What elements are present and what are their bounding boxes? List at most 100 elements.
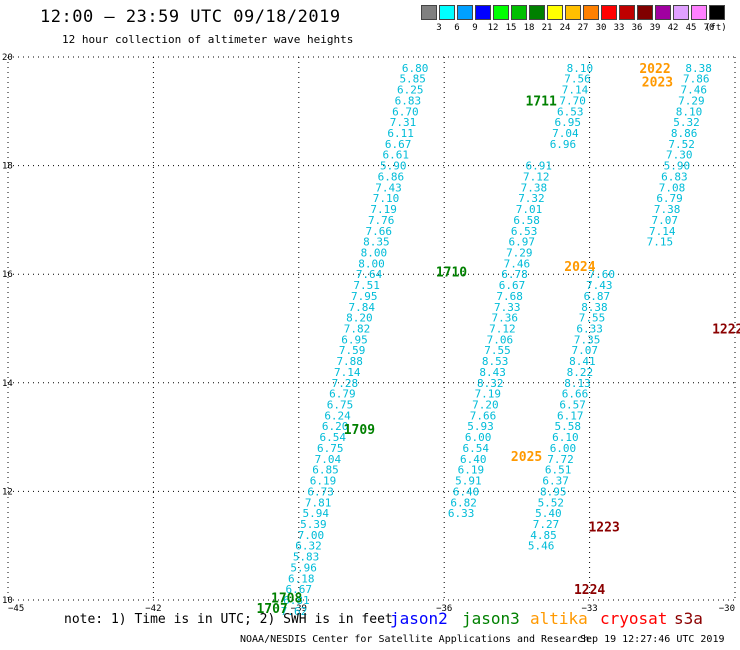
lat-tick-label: 12 [2,487,13,497]
legend-bin-label: 24 [559,23,571,33]
lat-tick-label: 14 [2,379,13,389]
lon-tick-label: −45 [8,604,24,614]
wave-height-value: 6.00 [550,442,577,455]
legend-swatch [529,5,545,20]
wave-height-value: 6.33 [576,323,603,336]
legend-swatch [511,5,527,20]
wave-height-value: 6.11 [387,127,414,140]
legend-swatch [637,5,653,20]
wave-height-value: 6.51 [545,464,572,477]
legend-bin-label: 42 [667,23,679,33]
wave-height-value: 7.12 [489,323,516,336]
wave-height-value: 8.95 [540,485,567,498]
wave-height-value: 6.83 [395,94,422,107]
wave-height-value: 5.93 [467,420,494,433]
wave-height-value: 7.27 [533,518,560,531]
credit-text: NOAA/NESDIS Center for Satellite Applica… [240,634,590,645]
lon-tick-label: −42 [145,604,161,614]
lat-tick-label: 18 [2,162,13,172]
wave-height-value: 5.46 [528,540,555,553]
pass-time-label: 1224 [574,583,605,598]
wave-height-value: 7.38 [521,181,548,194]
lon-tick-label: −30 [719,604,735,614]
legend-bin-label: 45 [685,23,697,33]
satellite-jason2: jason2 [390,609,448,628]
wave-height-value: 7.43 [375,181,402,194]
wave-height-value: 7.81 [305,496,332,509]
wave-height-value: 6.17 [557,409,584,422]
generated-timestamp: Sep 19 12:27:46 UTC 2019 [580,634,725,645]
wave-height-value: 6.85 [312,464,339,477]
pass-time-label: 2023 [642,75,673,90]
wave-height-value: 5.96 [290,561,317,574]
wave-height-value: 7.01 [516,203,543,216]
wave-height-value: 7.95 [351,290,378,303]
wave-height-value: 6.96 [550,138,577,151]
pass-time-label: 2025 [511,450,542,465]
wave-height-value: 6.54 [319,431,346,444]
wave-height-value: 7.04 [315,453,342,466]
legend-bin-label: 6 [454,23,460,33]
wave-height-value: 7.12 [523,170,550,183]
wave-height-value: 8.32 [477,377,504,390]
wave-height-value: 7.70 [559,94,586,107]
wave-height-value: 7.35 [574,333,601,346]
wave-height-value: 7.56 [564,73,591,86]
wave-height-value: 6.78 [501,268,528,281]
legend-swatch [565,5,581,20]
pass-time-label: 1711 [525,94,556,109]
wave-height-value: 6.40 [460,453,487,466]
wave-height-value: 6.87 [584,290,611,303]
wave-height-value: 7.52 [668,138,695,151]
legend-swatch [601,5,617,20]
legend-bin-label: 36 [631,23,643,33]
wave-height-value: 8.53 [482,355,509,368]
legend-swatch [619,5,635,20]
wave-height-value: 6.61 [382,149,409,162]
wave-height-value: 7.07 [572,344,599,357]
footnote: note: 1) Time is in UTC; 2) SWH is in fe… [64,612,393,627]
wave-height-value: 7.31 [390,116,417,129]
wave-height-value: 6.57 [559,399,586,412]
wave-height-value: 6.24 [324,409,351,422]
legend-bin-label: 15 [505,23,517,33]
wave-height-value: 6.20 [322,420,349,433]
page-title: 12:00 – 23:59 UTC 09/18/2019 [40,7,341,27]
wave-height-value: 6.83 [661,170,688,183]
wave-height-value: 6.66 [562,388,589,401]
legend-bin-label: 27 [577,23,589,33]
wave-height-value: 8.10 [567,62,594,75]
wave-height-value: 6.86 [378,170,405,183]
wave-height-value: 7.07 [651,214,678,227]
wave-height-value: 7.84 [349,301,376,314]
wave-height-value: 7.04 [552,127,579,140]
wave-height-value: 5.91 [455,475,482,488]
legend-swatch [547,5,563,20]
legend-swatch [493,5,509,20]
pass-time-label: 1222 [712,323,740,338]
wave-height-value: 6.91 [525,160,552,173]
wave-height-value: 6.67 [385,138,412,151]
wave-height-value: 7.82 [344,323,371,336]
wave-height-value: 5.58 [555,420,582,433]
wave-height-value: 7.88 [336,355,363,368]
wave-height-value: 7.55 [579,312,606,325]
wave-height-value: 7.15 [647,236,674,249]
legend-bin-label: 21 [541,23,553,33]
satellite-jason3: jason3 [462,609,520,628]
lon-tick-label: −39 [291,604,307,614]
wave-height-value: 5.83 [293,551,320,564]
wave-height-value: 7.72 [547,453,574,466]
wave-height-value: 6.79 [329,388,356,401]
wave-height-value: 5.90 [380,160,407,173]
wave-height-value: 6.58 [513,214,540,227]
legend-swatch [421,5,437,20]
wave-height-value: 5.94 [303,507,330,520]
wave-height-value: 7.62 [281,605,308,618]
wave-height-value: 8.10 [676,105,703,118]
wave-height-value: 8.41 [569,355,596,368]
legend-swatch [709,5,725,20]
wave-height-value: 7.43 [586,279,613,292]
wave-height-value: 7.29 [506,246,533,259]
